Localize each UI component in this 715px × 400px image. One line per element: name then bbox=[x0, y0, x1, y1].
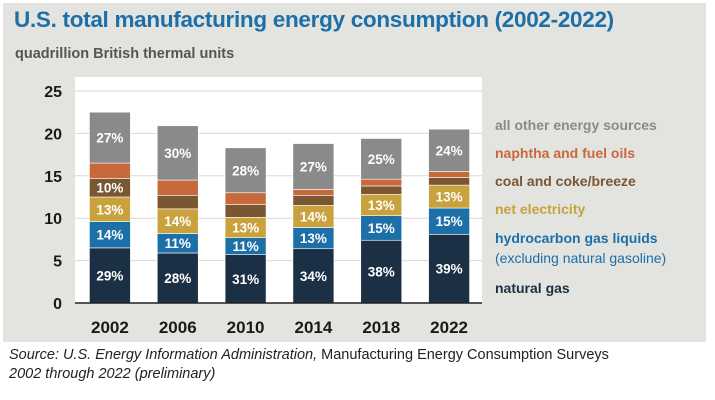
bar-segment bbox=[156, 125, 199, 181]
source-prefix: Source: U.S. Energy Information Administ… bbox=[9, 347, 318, 363]
plot-area bbox=[75, 77, 482, 303]
y-tick-label: 10 bbox=[44, 211, 62, 228]
data-label: 15% bbox=[368, 221, 395, 236]
x-tick-label: 2006 bbox=[159, 318, 197, 337]
bar-segment bbox=[360, 239, 403, 304]
bar-segment bbox=[224, 204, 267, 218]
legend-entry: hydrocarbon gas liquids bbox=[495, 230, 658, 246]
legend-note: (excluding natural gasoline) bbox=[495, 250, 666, 266]
source-suffix: 2002 through 2022 (preliminary) bbox=[9, 366, 216, 382]
bar-segment bbox=[360, 215, 403, 241]
x-tick-label: 2002 bbox=[91, 318, 129, 337]
data-label: 10% bbox=[96, 181, 123, 196]
data-label: 39% bbox=[436, 262, 463, 277]
data-label: 15% bbox=[436, 214, 463, 229]
legend-entry: natural gas bbox=[495, 280, 570, 296]
data-label: 13% bbox=[300, 231, 327, 246]
data-label: 13% bbox=[232, 221, 259, 236]
data-label: 30% bbox=[164, 146, 191, 161]
data-label: 31% bbox=[232, 272, 259, 287]
bar-segment bbox=[89, 111, 131, 164]
data-label: 13% bbox=[368, 198, 395, 213]
x-tick-label: 2018 bbox=[362, 318, 400, 337]
bar-segment bbox=[89, 221, 131, 249]
bar-segment bbox=[156, 208, 199, 234]
bar-segment bbox=[89, 162, 131, 179]
bar-segment bbox=[292, 143, 335, 190]
source-note: Source: U.S. Energy Information Administ… bbox=[9, 346, 709, 384]
data-label: 24% bbox=[436, 143, 463, 158]
data-label: 14% bbox=[96, 228, 123, 243]
data-label: 25% bbox=[368, 152, 395, 167]
legend-entry: all other energy sources bbox=[495, 117, 657, 133]
bar-segment bbox=[224, 254, 267, 304]
chart-subtitle: quadrillion British thermal units bbox=[15, 46, 235, 62]
data-label: 28% bbox=[164, 271, 191, 286]
bar-segment bbox=[360, 178, 403, 187]
bar-segment bbox=[292, 189, 335, 196]
y-tick-label: 25 bbox=[44, 84, 62, 101]
bar-segment bbox=[428, 207, 470, 235]
bar-segment bbox=[292, 195, 335, 206]
bar-segment bbox=[156, 252, 199, 304]
data-label: 38% bbox=[368, 265, 395, 280]
bar-segment bbox=[292, 248, 335, 304]
x-tick-label: 2022 bbox=[430, 318, 468, 337]
y-tick-label: 0 bbox=[53, 296, 62, 313]
bar-segment bbox=[156, 195, 199, 210]
bar-segment bbox=[428, 177, 470, 186]
bar-segment bbox=[89, 196, 131, 222]
bar-segment bbox=[224, 147, 267, 194]
bar-segment bbox=[428, 234, 470, 304]
bar-segment bbox=[360, 138, 403, 180]
data-label: 34% bbox=[300, 269, 327, 284]
x-tick-label: 2010 bbox=[227, 318, 265, 337]
bar-segment bbox=[224, 192, 267, 205]
legend-entry: coal and coke/breeze bbox=[495, 173, 636, 189]
legend-entry: net electricity bbox=[495, 201, 585, 217]
data-label: 27% bbox=[96, 131, 123, 146]
data-label: 13% bbox=[436, 190, 463, 205]
legend-entry: naphtha and fuel oils bbox=[495, 145, 635, 161]
bar-segment bbox=[428, 128, 470, 172]
stacked-bar-chart: 0 5 10 15 20 25 29% 14% 13% 10% 27% 2002 28% 11% 14% 30… bbox=[44, 77, 666, 337]
data-label: 11% bbox=[232, 239, 258, 254]
x-tick-label: 2014 bbox=[295, 318, 333, 337]
y-tick-label: 5 bbox=[53, 254, 62, 271]
data-label: 28% bbox=[232, 163, 259, 178]
data-label: 29% bbox=[96, 268, 123, 283]
bar-segment bbox=[428, 171, 470, 178]
y-tick-label: 15 bbox=[44, 169, 62, 186]
data-label: 14% bbox=[164, 214, 191, 229]
data-label: 13% bbox=[96, 202, 123, 217]
chart-title: U.S. total manufacturing energy consumpt… bbox=[14, 7, 614, 32]
y-tick-label: 20 bbox=[44, 126, 62, 143]
data-label: 14% bbox=[300, 210, 327, 225]
bar-segment bbox=[89, 247, 131, 304]
data-label: 27% bbox=[300, 159, 327, 174]
data-label: 11% bbox=[165, 236, 191, 251]
source-title: Manufacturing Energy Consumption Surveys bbox=[321, 347, 609, 363]
bar-segment bbox=[360, 185, 403, 195]
bar-segment bbox=[156, 179, 199, 196]
